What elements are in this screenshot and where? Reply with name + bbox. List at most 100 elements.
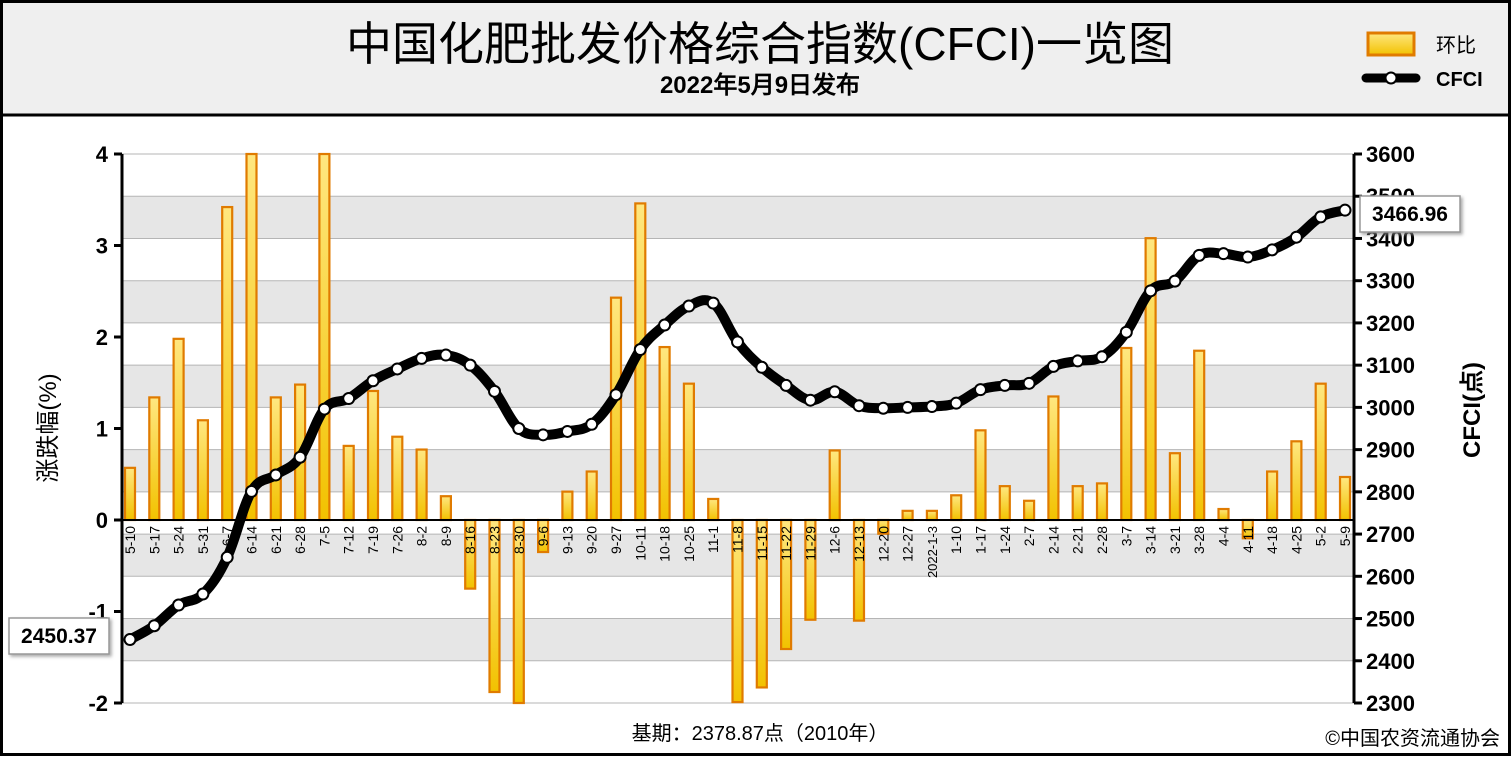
cfci-point-2-7 <box>1022 376 1036 390</box>
cfci-point-12-27 <box>901 400 915 414</box>
cfci-point-4-18 <box>1265 243 1279 257</box>
right-tick-3300: 3300 <box>1366 269 1415 294</box>
x-tick-11-8: 11-8 <box>730 526 746 553</box>
left-tick-1: 1 <box>96 417 108 442</box>
cfci-point-11-15 <box>755 360 769 374</box>
bar-10-25 <box>682 382 696 522</box>
cfci-point-1-17 <box>974 383 987 397</box>
cfci-point-7-19 <box>366 374 380 388</box>
cfci-point-12-20 <box>876 401 890 415</box>
cfci-point-5-9 <box>1338 203 1352 217</box>
right-tick-2900: 2900 <box>1366 438 1415 463</box>
chart-subtitle: 2022年5月9日发布 <box>660 71 860 99</box>
right-tick-2500: 2500 <box>1366 607 1415 632</box>
bar-4-25 <box>1290 440 1303 522</box>
right-tick-2700: 2700 <box>1366 522 1415 547</box>
x-tick-2-7: 2-7 <box>1021 526 1037 546</box>
bar-9-13 <box>561 490 574 522</box>
x-tick-8-9: 8-9 <box>438 526 454 546</box>
x-tick-4-11: 4-11 <box>1240 526 1256 553</box>
x-tick-10-11: 10-11 <box>632 526 648 561</box>
cfci-point-8-16 <box>463 358 477 372</box>
cfci-point-5-17 <box>147 619 161 633</box>
cfci-point-10-25 <box>682 299 696 313</box>
cfci-point-8-9 <box>439 348 453 362</box>
bar-2-7 <box>1022 499 1036 522</box>
cfci-point-11-29 <box>803 393 817 407</box>
bar-1-10 <box>950 494 963 522</box>
cfci-point-12-6 <box>828 385 842 399</box>
x-tick-5-17: 5-17 <box>146 526 162 554</box>
cfci-point-2-14 <box>1046 359 1060 373</box>
x-tick-3-28: 3-28 <box>1191 526 1207 554</box>
cfci-point-6-14 <box>245 484 258 498</box>
x-tick-11-15: 11-15 <box>754 526 770 561</box>
cfci-point-11-1 <box>706 296 720 310</box>
x-tick-4-4: 4-4 <box>1216 526 1232 546</box>
cfci-point-2022-1-3 <box>925 400 939 414</box>
cfci-point-9-20 <box>585 417 599 431</box>
x-tick-10-18: 10-18 <box>657 526 673 562</box>
legend-line-marker <box>1384 71 1398 85</box>
bar-6-7 <box>221 205 234 522</box>
cfci-point-3-14 <box>1144 284 1158 298</box>
bar-5-10 <box>123 466 137 522</box>
x-tick-11-1: 11-1 <box>705 526 721 553</box>
x-tick-2-28: 2-28 <box>1094 526 1110 554</box>
start-value-callout: 2450.37 <box>8 617 110 655</box>
cfci-point-1-24 <box>998 378 1012 392</box>
cfci-point-4-4 <box>1217 247 1230 261</box>
right-axis-title: CFCI(点) <box>1459 362 1486 458</box>
x-tick-7-12: 7-12 <box>341 526 357 554</box>
cfci-point-3-28 <box>1192 248 1206 262</box>
x-tick-5-31: 5-31 <box>195 526 211 554</box>
grid-band <box>122 365 1354 408</box>
x-tick-1-10: 1-10 <box>948 526 964 554</box>
cfci-point-10-18 <box>658 318 672 332</box>
title-band <box>3 3 1508 114</box>
bar-2-14 <box>1047 395 1060 522</box>
x-tick-8-30: 8-30 <box>511 526 527 554</box>
bar-10-18 <box>658 345 671 522</box>
x-tick-10-25: 10-25 <box>681 526 697 562</box>
left-axis-title: 涨跌幅(%) <box>35 373 62 482</box>
right-tick-2800: 2800 <box>1366 480 1415 505</box>
x-tick-12-6: 12-6 <box>827 526 843 554</box>
x-tick-9-27: 9-27 <box>608 526 624 554</box>
cfci-point-7-12 <box>342 392 356 406</box>
x-tick-3-14: 3-14 <box>1143 526 1159 554</box>
bar-2-21 <box>1071 485 1084 522</box>
right-tick-3200: 3200 <box>1366 311 1415 336</box>
x-tick-8-23: 8-23 <box>487 526 503 554</box>
start-value-label: 2450.37 <box>21 625 97 648</box>
cfci-point-4-25 <box>1289 230 1303 244</box>
bar-1-17 <box>974 429 987 522</box>
grid-band <box>122 196 1354 239</box>
x-tick-5-9: 5-9 <box>1337 526 1353 546</box>
x-tick-4-25: 4-25 <box>1288 526 1304 554</box>
bar-5-17 <box>148 396 161 522</box>
x-tick-1-24: 1-24 <box>997 526 1013 554</box>
cfci-point-5-31 <box>196 587 210 601</box>
bar-5-24 <box>172 337 185 522</box>
bar-1-24 <box>998 485 1011 522</box>
x-tick-7-19: 7-19 <box>365 526 381 554</box>
bar-5-31 <box>196 419 209 522</box>
cfci-point-3-7 <box>1119 325 1133 339</box>
bar-2-28 <box>1095 482 1109 522</box>
footer-base-period: 基期：2378.87点（2010年） <box>632 722 889 745</box>
legend: 环比 CFCI <box>1361 31 1483 91</box>
cfci-point-4-11 <box>1241 250 1255 264</box>
cfci-point-11-22 <box>779 378 793 392</box>
right-axis: 2300 2400 2500 2600 2700 2800 2900 3000 3100 3200… <box>1352 142 1415 716</box>
bar-9-27 <box>609 296 623 522</box>
x-tick-2-14: 2-14 <box>1045 526 1061 554</box>
left-tick-4: 4 <box>96 142 109 167</box>
x-tick-4-18: 4-18 <box>1264 526 1280 554</box>
bar-5-9 <box>1338 475 1352 522</box>
x-tick-5-2: 5-2 <box>1313 526 1329 546</box>
x-tick-3-7: 3-7 <box>1118 526 1134 546</box>
bar-3-14 <box>1144 237 1157 522</box>
legend-bar-swatch <box>1366 31 1416 57</box>
